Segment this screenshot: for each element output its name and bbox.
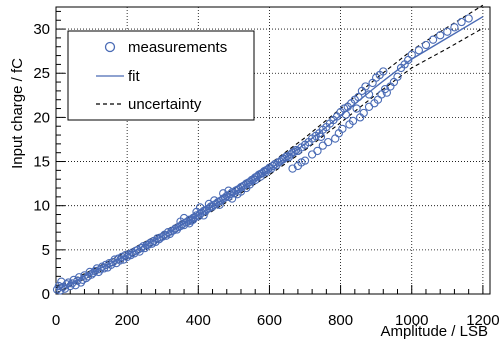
measurement-point: [69, 275, 78, 285]
y-tick-label: 0: [42, 286, 50, 303]
measurement-point: [261, 167, 271, 177]
x-tick-label: 200: [115, 312, 140, 329]
legend-label-fit: fit: [128, 68, 141, 85]
measurement-point: [361, 82, 370, 91]
measurement-point: [359, 108, 368, 118]
legend-label-measurements: measurements: [128, 39, 227, 56]
measurement-point: [288, 164, 297, 173]
measurement-point: [348, 116, 358, 126]
measurement-point: [245, 180, 255, 189]
measurement-point: [60, 284, 70, 293]
measurement-point: [393, 72, 402, 81]
measurement-point: [414, 46, 424, 55]
x-tick-labels: 0 200 400 600 800 1000 1200: [52, 312, 499, 329]
measurement-point: [188, 215, 198, 224]
measurement-point: [379, 67, 388, 76]
y-tick-label: 5: [42, 242, 50, 259]
y-tick-label: 30: [33, 21, 50, 38]
measurement-point: [313, 146, 322, 156]
x-tick-label: 600: [257, 312, 282, 329]
measurement-point: [71, 281, 80, 290]
measurement-point: [179, 213, 189, 223]
measurement-point: [354, 92, 363, 102]
measurement-point: [224, 186, 233, 195]
y-tick-label: 20: [33, 109, 50, 126]
y-tick-label: 15: [33, 154, 50, 171]
measurement-point: [139, 242, 148, 251]
measurement-point: [290, 147, 299, 156]
legend: measurements fit uncertainty: [67, 30, 255, 121]
y-axis-title: Input charge / fC: [9, 58, 26, 169]
measurement-point: [436, 31, 445, 40]
measurement-point: [352, 104, 361, 113]
measurement-point: [464, 14, 473, 23]
y-tick-label: 10: [33, 198, 50, 215]
measurement-point: [199, 211, 208, 220]
measurement-point: [341, 110, 351, 119]
measurement-point: [227, 194, 237, 203]
measurement-point: [219, 189, 228, 198]
x-tick-label: 1200: [466, 312, 499, 329]
legend-marker-measurements: [104, 41, 116, 53]
measurement-point: [428, 35, 438, 44]
measurement-point: [121, 250, 130, 260]
measurement-point: [407, 50, 416, 59]
measurement-point: [380, 84, 390, 94]
measurement-point: [137, 243, 146, 253]
measurement-point: [210, 196, 219, 205]
series-points: [52, 14, 473, 295]
x-axis-title: Amplitude / LSB: [380, 323, 488, 340]
measurement-point: [450, 23, 459, 32]
x-tick-label: 400: [186, 312, 211, 329]
axis-ticks: [55, 10, 484, 295]
measurement-point: [323, 137, 333, 147]
measurement-point: [195, 203, 205, 212]
measurement-point: [457, 17, 466, 27]
measurement-point: [300, 156, 310, 165]
legend-label-uncertainty: uncertainty: [128, 96, 202, 113]
measurement-point: [256, 172, 265, 181]
x-tick-label: 0: [52, 312, 60, 329]
measurement-point: [364, 90, 374, 99]
y-tick-label: 25: [33, 65, 50, 82]
measurement-point: [158, 232, 167, 241]
measurement-point: [443, 27, 452, 36]
x-tick-label: 800: [328, 312, 353, 329]
y-tick-labels: 0 5 10 15 20 25 30: [33, 21, 50, 303]
measurement-point: [163, 228, 173, 237]
measurement-point: [215, 200, 224, 209]
measurement-point: [338, 124, 347, 134]
measurement-point: [421, 40, 431, 50]
x-tick-label: 1000: [395, 312, 428, 329]
